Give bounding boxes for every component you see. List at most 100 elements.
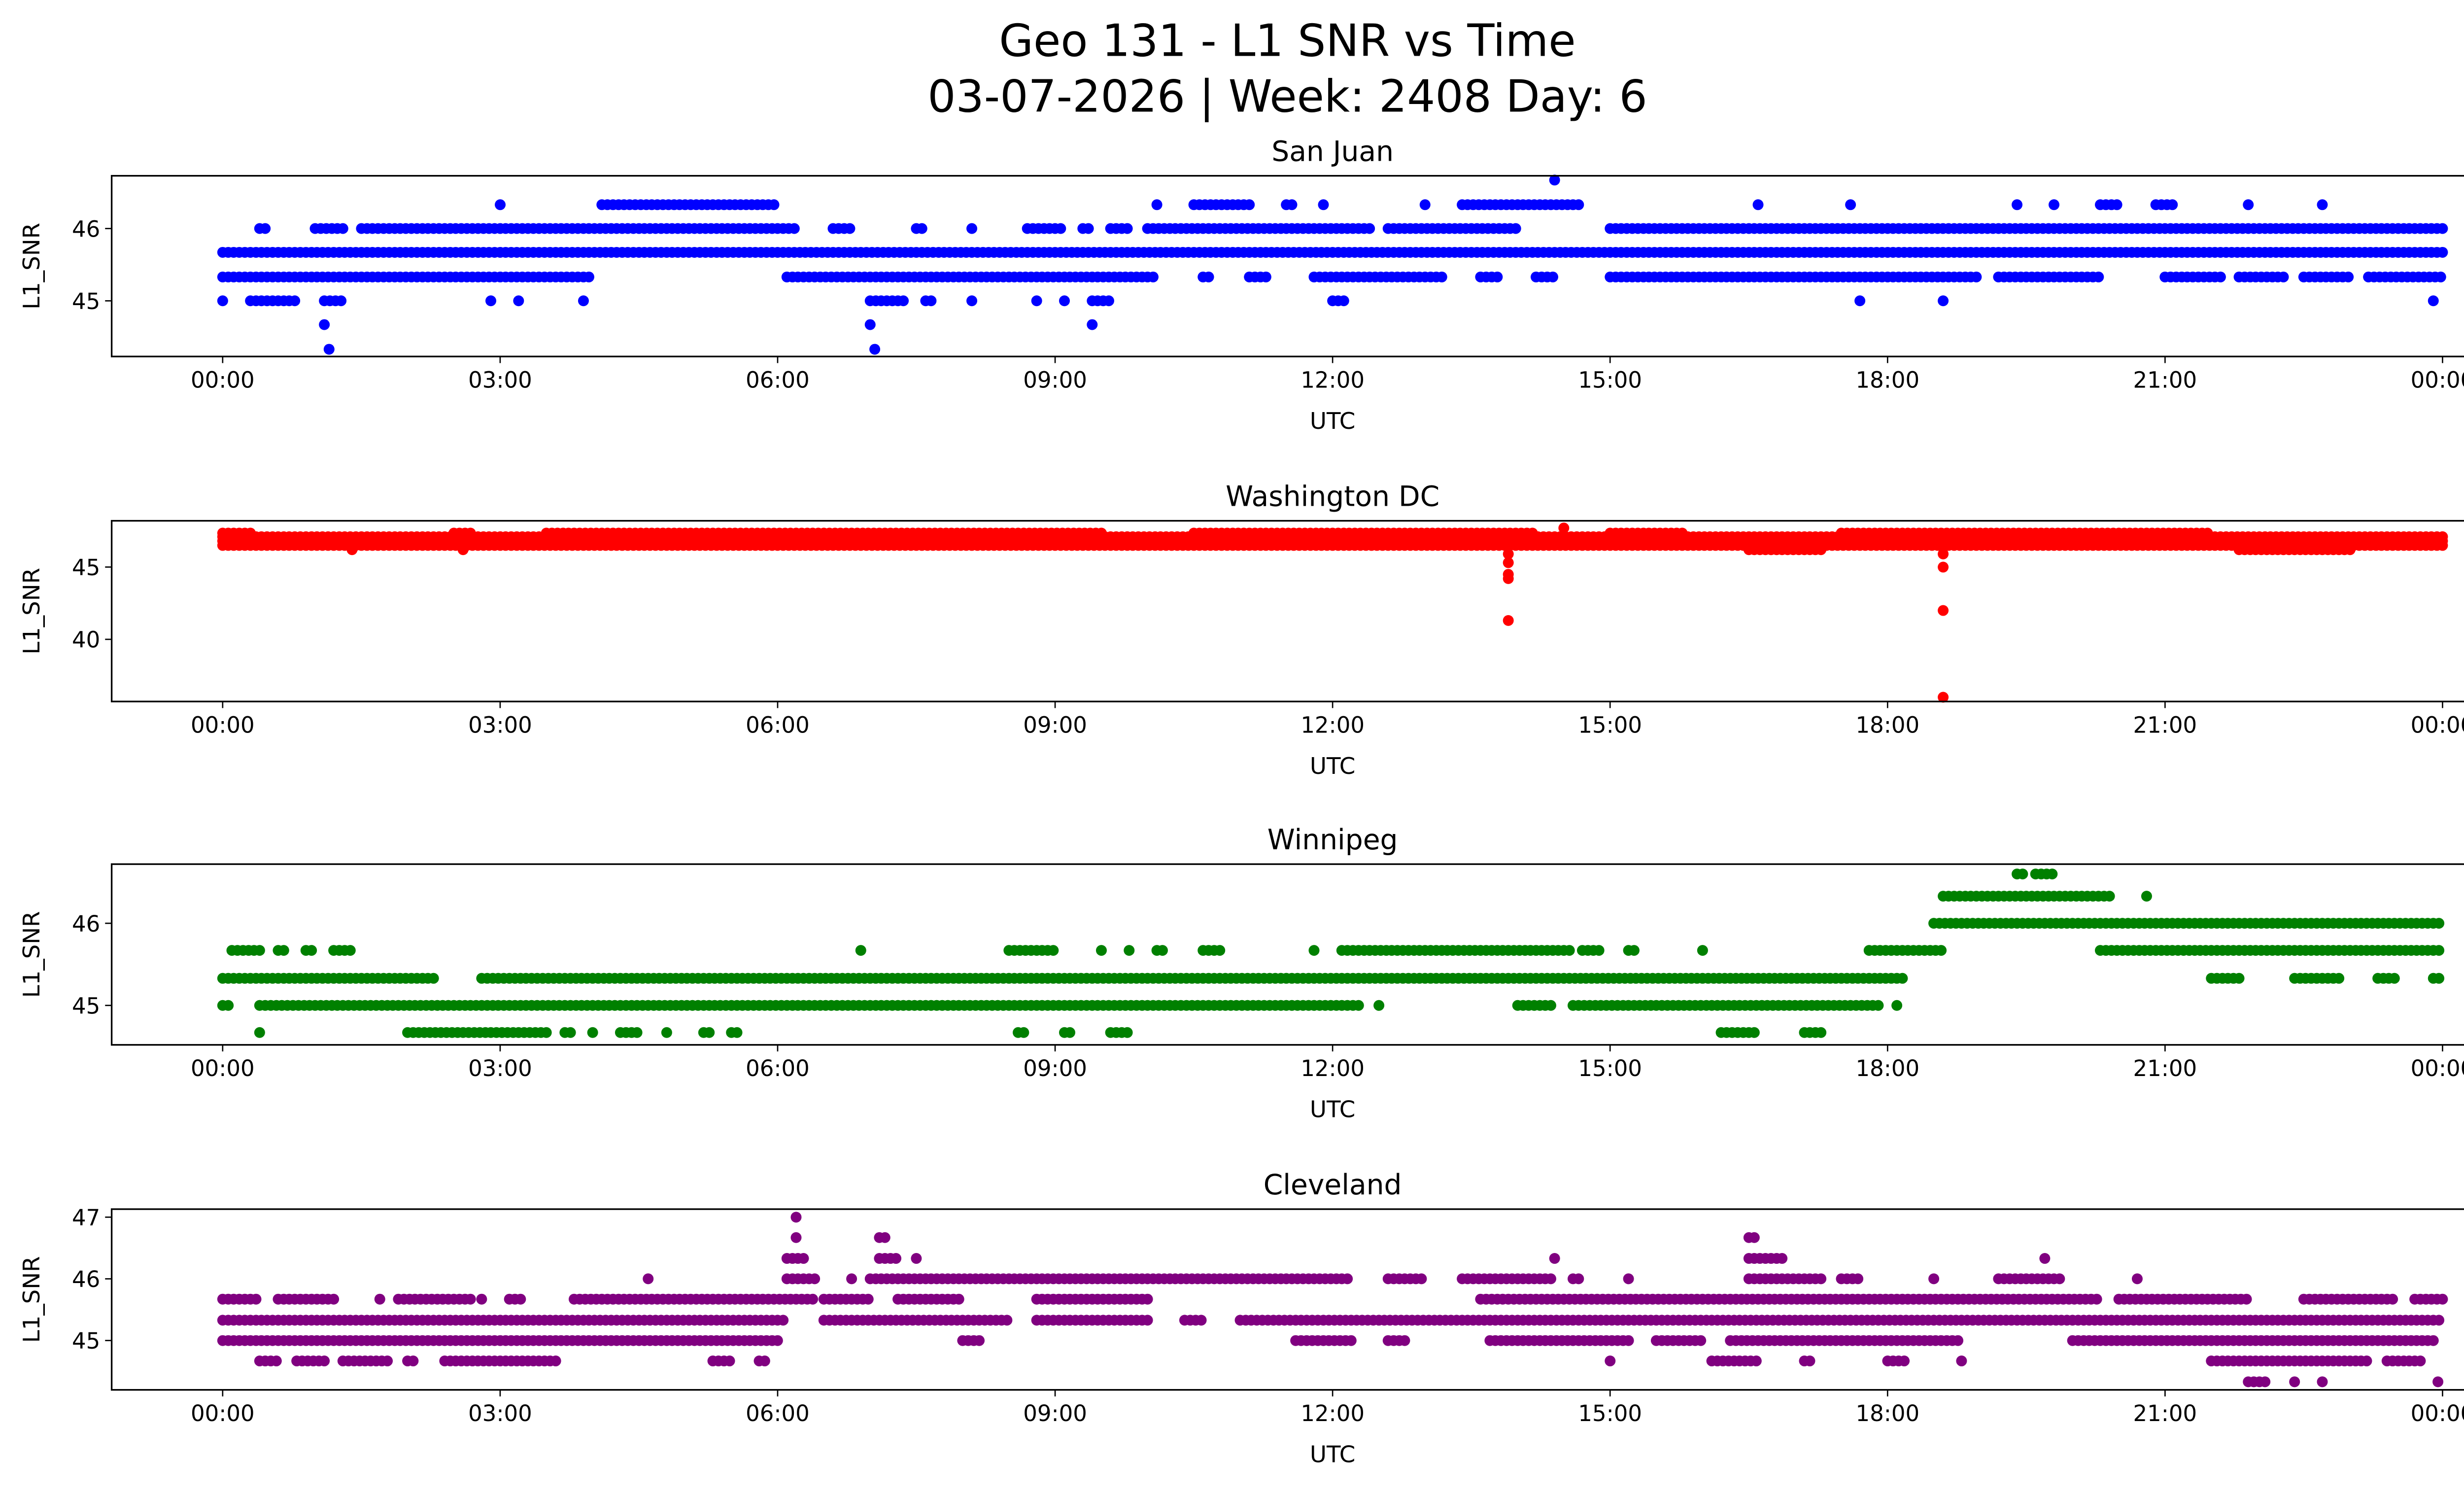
x-tick-label: 03:00 (468, 1400, 532, 1426)
data-point (250, 1293, 262, 1305)
data-point (2012, 199, 2023, 210)
data-point (2437, 246, 2448, 258)
data-point (2437, 1293, 2448, 1305)
y-tick-label: 45 (72, 993, 100, 1019)
data-point (278, 945, 289, 956)
x-tick-label: 15:00 (1578, 712, 1642, 738)
data-point (1752, 199, 1764, 210)
data-point (809, 1273, 821, 1285)
data-point (862, 1293, 874, 1305)
data-point (768, 199, 780, 210)
y-tick-label: 47 (72, 1205, 100, 1231)
data-point (1308, 945, 1320, 956)
data-point (2333, 973, 2345, 984)
data-point (1750, 1356, 1762, 1367)
x-tick-label: 15:00 (1578, 367, 1642, 393)
data-point (1503, 615, 1514, 626)
data-point (1938, 295, 1949, 307)
y-tick-label: 45 (72, 1328, 100, 1354)
data-point (289, 295, 301, 307)
x-tick-label: 09:00 (1023, 712, 1087, 738)
data-point (1151, 199, 1163, 210)
data-point (1095, 527, 1107, 539)
data-point (1815, 544, 1827, 556)
data-point (2428, 1335, 2439, 1346)
data-point (2387, 1293, 2398, 1305)
data-point (2433, 1315, 2445, 1326)
data-point (1936, 945, 1947, 956)
data-point (2437, 531, 2448, 542)
data-point (1852, 1273, 1864, 1285)
data-point (2091, 1293, 2102, 1305)
data-point (953, 1293, 964, 1305)
data-point (1055, 223, 1066, 234)
data-point (1928, 1273, 1940, 1285)
data-points (217, 174, 2448, 355)
data-point (1196, 1315, 1207, 1326)
data-point (855, 945, 866, 956)
data-point (476, 1293, 487, 1305)
x-tick-label: 09:00 (1023, 1055, 1087, 1081)
data-point (254, 945, 265, 956)
x-tick-label: 18:00 (1855, 1400, 1919, 1426)
data-point (1873, 1000, 1884, 1011)
data-point (966, 295, 978, 307)
x-tick-label: 00:00 (2411, 1055, 2464, 1081)
data-point (344, 945, 356, 956)
data-point (1545, 1273, 1556, 1285)
data-point (495, 199, 506, 210)
data-point (2278, 271, 2289, 282)
data-point (759, 1356, 770, 1367)
data-point (1815, 1027, 1827, 1038)
data-point (798, 1253, 809, 1264)
data-point (1845, 199, 1856, 210)
data-point (898, 295, 909, 307)
data-point (1564, 945, 1575, 956)
x-tick-label: 18:00 (1855, 1055, 1919, 1081)
data-point (1748, 1232, 1760, 1243)
x-tick-label: 00:00 (191, 712, 255, 738)
x-tick-label: 18:00 (1855, 712, 1919, 738)
data-point (382, 1356, 393, 1367)
data-point (772, 1335, 783, 1346)
data-point (1628, 945, 1640, 956)
data-point (1677, 527, 1688, 539)
data-point (2415, 1356, 2426, 1367)
data-point (1605, 1356, 1616, 1367)
data-point (465, 1293, 476, 1305)
data-point (587, 1027, 598, 1038)
data-point (1815, 1273, 1827, 1285)
data-point (1031, 295, 1042, 307)
data-point (1419, 199, 1431, 210)
x-tick-label: 12:00 (1300, 367, 1365, 393)
data-point (2104, 891, 2115, 902)
data-point (1558, 522, 1570, 534)
x-tick-label: 12:00 (1300, 712, 1365, 738)
data-point (2361, 1356, 2372, 1367)
data-point (254, 1027, 265, 1038)
data-point (2433, 945, 2445, 956)
data-point (1492, 271, 1503, 282)
x-tick-label: 15:00 (1578, 1055, 1642, 1081)
data-point (1353, 1000, 1364, 1011)
data-point (1436, 271, 1447, 282)
data-point (2344, 544, 2356, 556)
x-tick-label: 03:00 (468, 367, 532, 393)
data-point (1547, 271, 1558, 282)
data-point (319, 319, 330, 330)
x-tick-label: 00:00 (191, 1400, 255, 1426)
data-point (2435, 271, 2446, 282)
data-point (925, 295, 937, 307)
data-point (1103, 295, 1114, 307)
data-point (788, 223, 800, 234)
y-tick-label: 45 (72, 555, 100, 581)
x-tick-label: 18:00 (1855, 367, 1919, 393)
data-point (869, 344, 881, 355)
data-point (1142, 1293, 1153, 1305)
data-point (1001, 1315, 1013, 1326)
x-tick-label: 09:00 (1023, 367, 1087, 393)
data-point (1318, 199, 1329, 210)
data-point (337, 223, 348, 234)
x-tick-label: 06:00 (746, 367, 810, 393)
